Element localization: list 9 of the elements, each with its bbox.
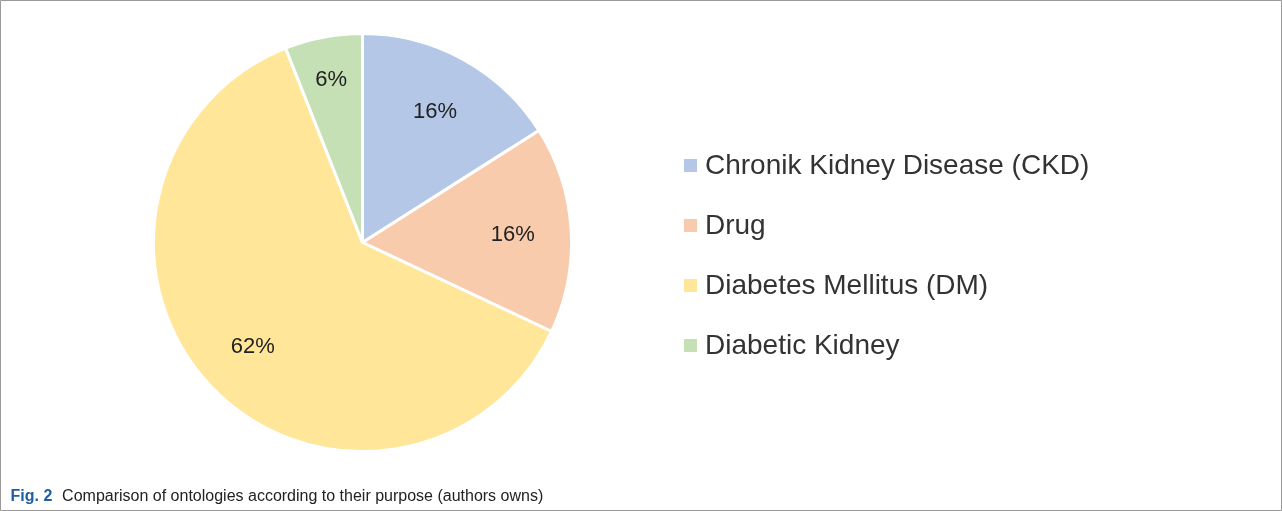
data-label: 16% [412, 98, 458, 124]
data-label: 16% [490, 220, 535, 246]
legend-label: Diabetes Mellitus (DM) [705, 269, 989, 301]
legend-label: Diabetic Kidney [705, 329, 900, 361]
caption: Fig. 2 Comparison of ontologies according to their purpose (authors owns) [10, 487, 544, 504]
legend-label: Chronik Kidney Disease (CKD) [705, 149, 1090, 181]
data-label: 6% [315, 65, 348, 91]
legend-label: Drug [705, 209, 766, 241]
data-label: 62% [230, 333, 275, 359]
